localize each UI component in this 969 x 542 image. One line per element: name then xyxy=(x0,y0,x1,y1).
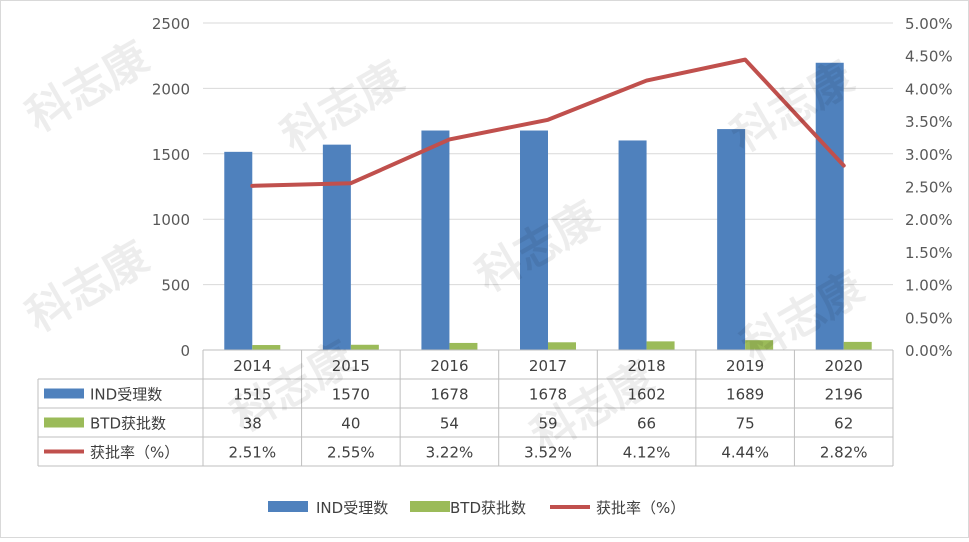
table-cell: 1689 xyxy=(726,386,764,404)
right-axis-tick-label: 3.50% xyxy=(905,113,953,131)
bar-ind xyxy=(421,131,449,350)
bar-btd xyxy=(548,342,576,350)
table-series-name: 获批率（%） xyxy=(90,444,179,462)
table-cell: 2.51% xyxy=(228,444,276,462)
table-cell: 66 xyxy=(637,415,656,433)
table-legend-key xyxy=(44,389,84,399)
right-axis-tick-label: 2.50% xyxy=(905,179,953,197)
table-cell: 4.12% xyxy=(623,444,671,462)
table-cell: 40 xyxy=(341,415,360,433)
table-cell: 75 xyxy=(736,415,755,433)
legend-label: BTD获批数 xyxy=(450,499,526,517)
table-cell: 2.82% xyxy=(820,444,868,462)
right-axis-tick-label: 5.00% xyxy=(905,15,953,33)
table-cell: 2.55% xyxy=(327,444,375,462)
table-cell: 62 xyxy=(834,415,853,433)
table-legend-key xyxy=(44,418,84,428)
left-axis-tick-label: 1500 xyxy=(152,146,190,164)
right-axis-tick-label: 1.50% xyxy=(905,244,953,262)
table-cell: 4.44% xyxy=(721,444,769,462)
bar-btd xyxy=(647,341,675,350)
bar-btd xyxy=(252,345,280,350)
bar-ind xyxy=(717,129,745,350)
left-axis-tick-label: 500 xyxy=(161,277,190,295)
bar-btd xyxy=(844,342,872,350)
table-cell: 54 xyxy=(440,415,459,433)
right-axis-tick-label: 2.00% xyxy=(905,211,953,229)
right-axis-tick-label: 0.00% xyxy=(905,342,953,360)
category-label: 2017 xyxy=(529,357,567,375)
bar-btd xyxy=(351,345,379,350)
bar-btd xyxy=(449,343,477,350)
right-axis-tick-label: 0.50% xyxy=(905,309,953,327)
right-axis-tick-label: 4.50% xyxy=(905,48,953,66)
category-label: 2016 xyxy=(430,357,468,375)
left-axis-tick-label: 2500 xyxy=(152,15,190,33)
left-axis-tick-label: 0 xyxy=(180,342,190,360)
bar-ind xyxy=(323,145,351,350)
legend-label: 获批率（%） xyxy=(596,499,685,517)
right-axis-tick-label: 1.00% xyxy=(905,277,953,295)
bar-ind xyxy=(619,140,647,350)
table-series-name: BTD获批数 xyxy=(90,415,166,433)
right-axis-tick-label: 3.00% xyxy=(905,146,953,164)
left-axis-tick-label: 2000 xyxy=(152,80,190,98)
right-axis-tick-label: 4.00% xyxy=(905,80,953,98)
table-cell: 3.22% xyxy=(426,444,474,462)
category-label: 2014 xyxy=(233,357,271,375)
table-series-name: IND受理数 xyxy=(90,386,162,404)
legend-label: IND受理数 xyxy=(316,499,388,517)
table-cell: 2196 xyxy=(825,386,863,404)
category-label: 2020 xyxy=(825,357,863,375)
left-axis-tick-label: 1000 xyxy=(152,211,190,229)
bar-ind xyxy=(224,152,252,350)
table-cell: 1678 xyxy=(430,386,468,404)
legend-key xyxy=(410,501,450,512)
legend-key xyxy=(268,501,308,512)
